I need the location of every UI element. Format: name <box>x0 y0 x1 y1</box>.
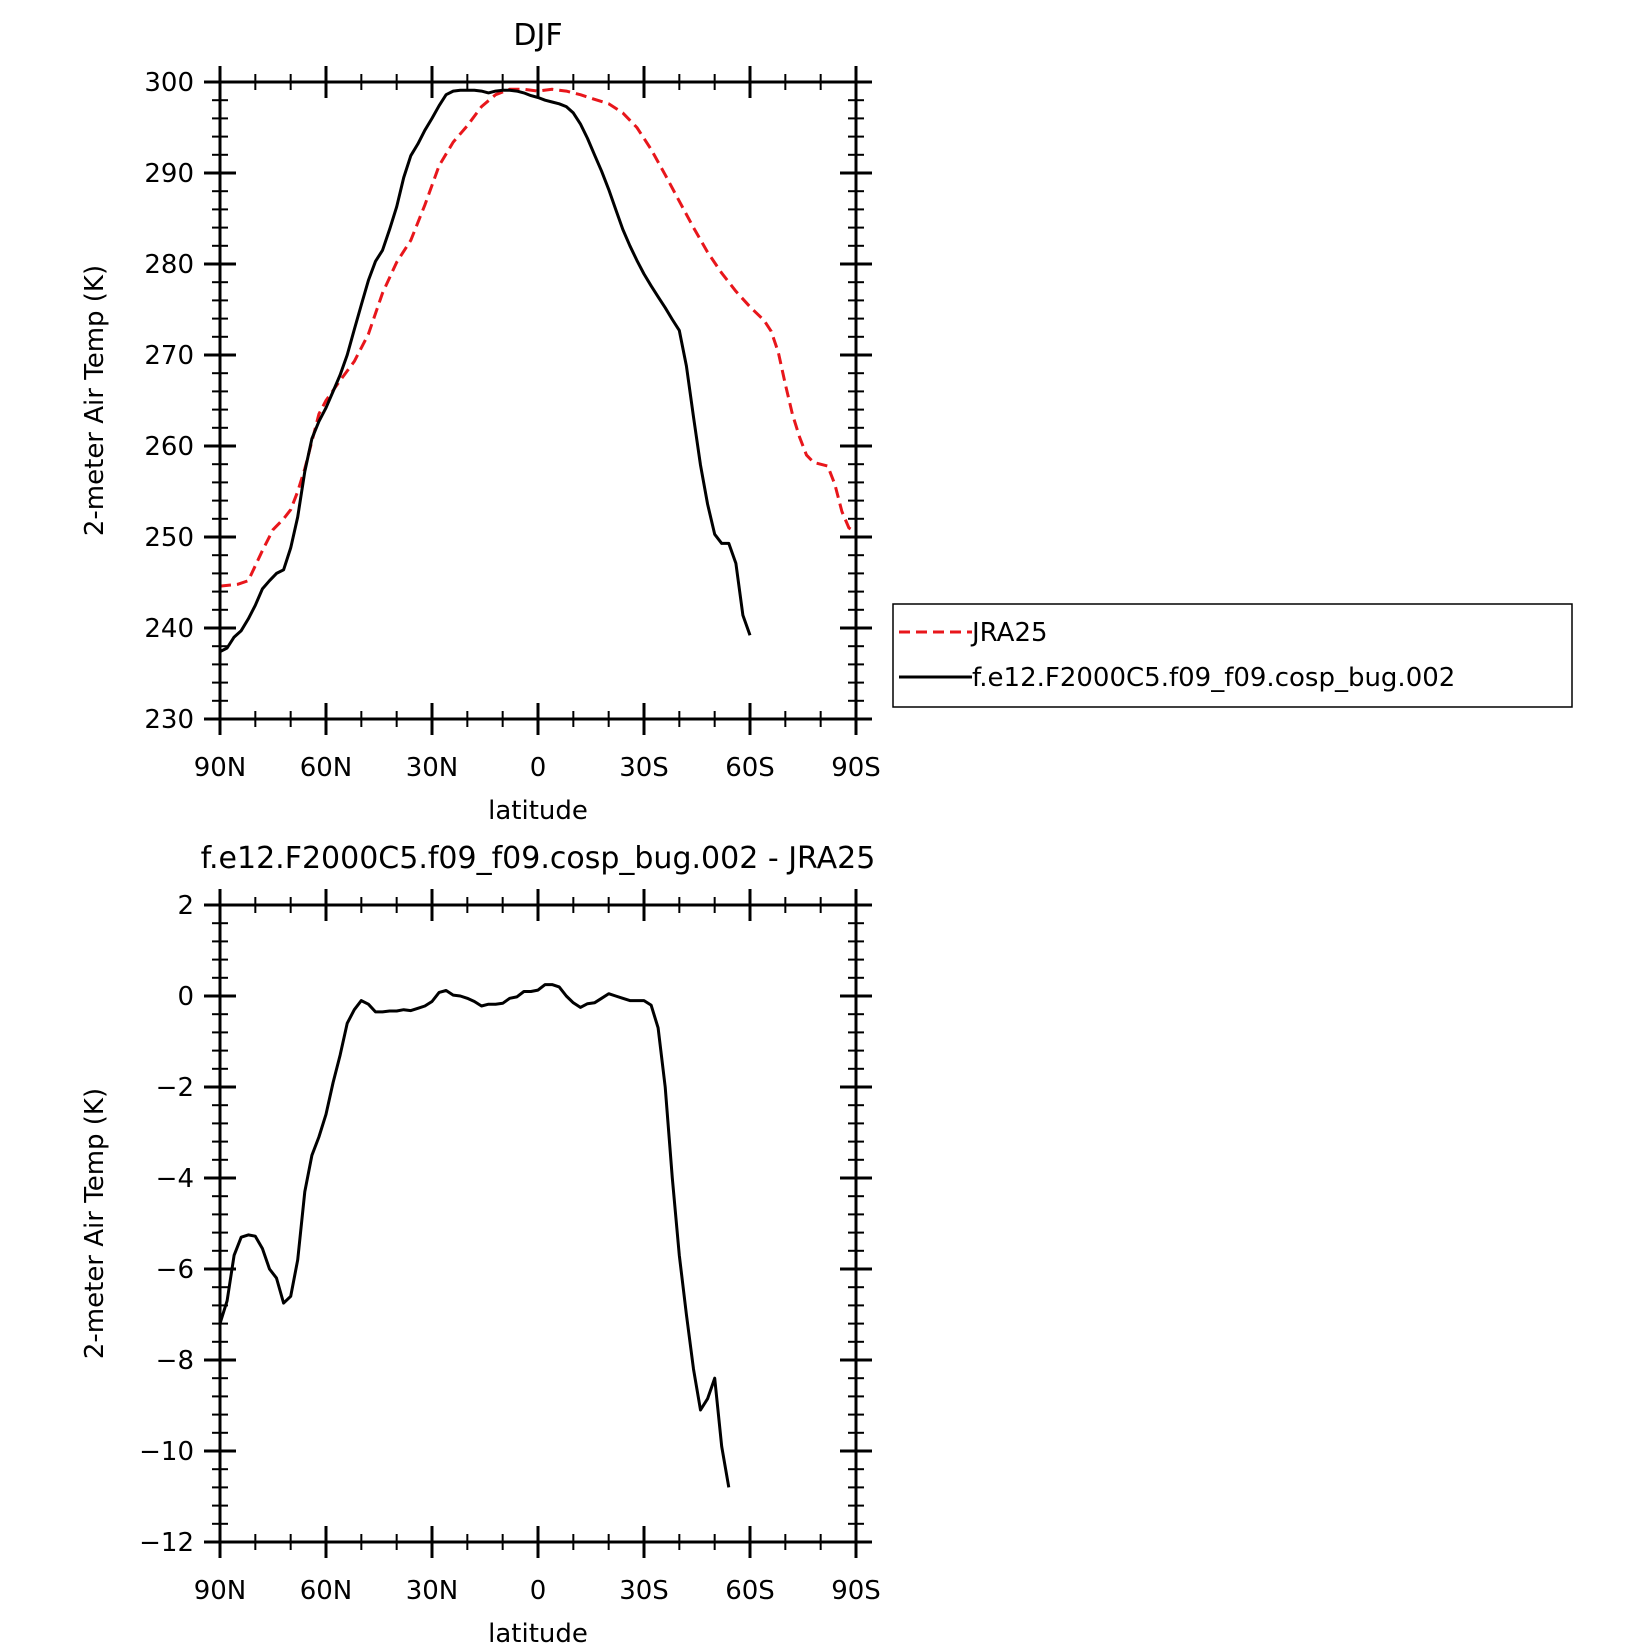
top-panel-title: DJF <box>513 18 562 53</box>
y-tick-label: −6 <box>156 1255 194 1285</box>
x-tick-label: 60S <box>725 753 775 783</box>
y-tick-label: −4 <box>156 1164 194 1194</box>
x-tick-label: 90S <box>831 753 881 783</box>
x-tick-label: 90N <box>194 753 247 783</box>
bottom-panel-series <box>218 983 731 1488</box>
legend: JRA25 f.e12.F2000C5.f09_f09.cosp_bug.002 <box>892 603 1573 708</box>
top-panel-series <box>219 87 857 654</box>
y-tick-label: 290 <box>144 159 194 189</box>
y-tick-label: 260 <box>144 432 194 462</box>
bottom-panel-title: f.e12.F2000C5.f09_f09.cosp_bug.002 - JRA… <box>201 841 876 876</box>
top-panel-y-axis-label: 2-meter Air Temp (K) <box>80 265 110 536</box>
x-tick-label: 60S <box>725 1576 775 1606</box>
x-tick-label: 90N <box>194 1576 247 1606</box>
bottom-panel-plot-frame <box>218 903 858 1544</box>
x-tick-label: 60N <box>300 1576 353 1606</box>
top-panel-plot-frame <box>218 80 858 721</box>
series-line-difference <box>218 983 731 1488</box>
y-tick-label: 0 <box>177 982 194 1012</box>
x-tick-label: 30N <box>406 753 459 783</box>
legend-label-jra25: JRA25 <box>970 618 1048 648</box>
x-tick-label: 30S <box>619 1576 669 1606</box>
y-tick-label: 240 <box>144 614 194 644</box>
series-line-f-e12-f2000c5-f09-f09-cosp-bug-002 <box>219 88 752 654</box>
top-panel-ticks <box>204 66 872 735</box>
x-tick-label: 0 <box>530 753 547 783</box>
top-panel-tick-labels: 90N 60N 30N 0 30S 60S 90S 230 240 250 260 270 280 290… <box>144 68 880 783</box>
y-tick-label: 280 <box>144 250 194 280</box>
top-panel-x-axis-label: latitude <box>488 796 588 826</box>
legend-box <box>892 603 1573 708</box>
y-tick-label: 2 <box>177 891 194 921</box>
bottom-panel-tick-labels: 90N 60N 30N 0 30S 60S 90S −12 −10 −8 −6 −4 −2 0 2 <box>139 891 881 1606</box>
y-tick-label: 300 <box>144 68 194 98</box>
legend-label-model: f.e12.F2000C5.f09_f09.cosp_bug.002 <box>972 663 1455 693</box>
x-tick-label: 60N <box>300 753 353 783</box>
y-tick-label: −8 <box>156 1346 194 1376</box>
series-line-jra25 <box>219 87 857 588</box>
bottom-panel-y-axis-label: 2-meter Air Temp (K) <box>80 1088 110 1359</box>
x-tick-label: 30S <box>619 753 669 783</box>
x-tick-label: 90S <box>831 1576 881 1606</box>
y-tick-label: −2 <box>156 1073 194 1103</box>
x-tick-label: 0 <box>530 1576 547 1606</box>
y-tick-label: 230 <box>144 705 194 735</box>
x-tick-label: 30N <box>406 1576 459 1606</box>
bottom-panel-x-axis-label: latitude <box>488 1619 588 1647</box>
top-panel: DJF 2-meter Air Temp (K) latitude 90N 60N… <box>80 18 881 826</box>
y-tick-label: 270 <box>144 341 194 371</box>
y-tick-label: −12 <box>139 1528 194 1558</box>
y-tick-label: −10 <box>139 1437 194 1467</box>
y-tick-label: 250 <box>144 523 194 553</box>
bottom-panel: f.e12.F2000C5.f09_f09.cosp_bug.002 - JRA… <box>80 841 881 1647</box>
